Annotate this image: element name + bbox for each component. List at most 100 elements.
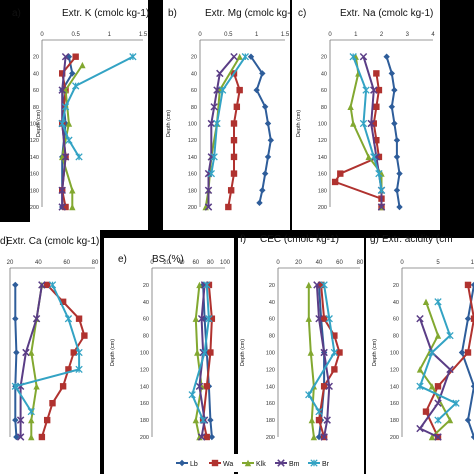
- data-point-stroke: [16, 433, 25, 441]
- data-point: [391, 86, 398, 94]
- y-tick-label: 180: [30, 188, 39, 194]
- data-point: [65, 120, 73, 127]
- x-tick-label: 0: [328, 32, 332, 38]
- data-point: [75, 315, 83, 322]
- chart-panel-5: BS (%) e) 0 20 40 60 80 100 20 40 60 80 100 120 140 160…: [104, 238, 234, 474]
- data-point: [72, 53, 79, 60]
- x-tick-label: 1: [108, 32, 112, 38]
- data-point: [367, 119, 375, 128]
- data-point: [33, 383, 40, 390]
- data-point: [204, 203, 213, 211]
- legend: Lb Wa Klk Bm Br: [170, 454, 340, 472]
- legend-label-bm: Bm: [289, 461, 300, 468]
- data-point: [323, 416, 331, 424]
- data-point: [393, 187, 401, 194]
- panel-background: [292, 0, 440, 230]
- data-point: [16, 433, 25, 441]
- panel-label: c): [298, 8, 306, 19]
- data-point: [28, 433, 35, 441]
- data-point: [200, 348, 209, 357]
- data-point-stroke: [416, 424, 424, 433]
- x-tick-label: 40: [178, 260, 185, 266]
- y-tick-label: 40: [321, 71, 327, 77]
- data-point-stroke: [277, 459, 285, 467]
- data-point: [236, 86, 243, 94]
- y-axis-label: Depth (cm): [110, 339, 116, 366]
- y-tick-label: 200: [140, 435, 149, 441]
- data-point: [464, 349, 472, 356]
- data-point: [388, 103, 395, 110]
- data-point-stroke: [61, 153, 70, 161]
- x-tick-label: 80: [357, 260, 364, 266]
- data-point: [393, 153, 401, 161]
- data-point: [230, 137, 238, 144]
- y-axis-label: Depth (cm): [296, 110, 302, 137]
- data-point: [373, 137, 380, 144]
- data-point: [434, 298, 442, 306]
- y-tick-label: 140: [266, 384, 275, 390]
- data-point: [261, 170, 269, 177]
- y-tick-label: 180: [188, 188, 197, 194]
- data-point: [241, 53, 249, 61]
- data-point: [315, 314, 323, 323]
- data-point: [370, 153, 378, 161]
- data-point-stroke: [216, 69, 224, 78]
- y-axis-label: Depth (cm): [166, 110, 172, 137]
- data-point: [428, 433, 436, 441]
- y-tick-label: 60: [191, 88, 197, 94]
- panel-title: Extr. Ca (cmolc kg-1): [6, 236, 99, 247]
- data-point: [359, 119, 368, 128]
- data-point-stroke: [207, 119, 216, 128]
- data-point: [325, 382, 333, 391]
- y-tick-label: 100: [266, 351, 275, 357]
- y-tick-label: 80: [269, 334, 275, 340]
- data-point: [32, 314, 41, 323]
- series-line-bm: [315, 284, 331, 438]
- y-tick-label: 160: [140, 401, 149, 407]
- y-tick-label: 200: [30, 205, 39, 211]
- data-point: [230, 120, 238, 127]
- data-point: [446, 365, 454, 374]
- data-point: [12, 315, 19, 322]
- data-point: [205, 281, 213, 289]
- data-point-stroke: [204, 186, 213, 195]
- data-point: [267, 137, 275, 144]
- y-tick-label: 140: [188, 155, 197, 161]
- data-point: [230, 170, 238, 177]
- data-point: [12, 281, 19, 289]
- data-point: [204, 169, 213, 178]
- data-point: [38, 281, 46, 289]
- y-tick-label: 60: [269, 317, 275, 323]
- chart-panel-3: Extr. Na (cmolc kg-1) c) 0 1 2 3 4 20 40 60 80 100 1…: [292, 0, 440, 230]
- data-point: [70, 349, 77, 356]
- x-tick-label: 0: [400, 260, 404, 266]
- data-point: [422, 298, 430, 305]
- data-point: [197, 314, 206, 323]
- data-point: [13, 349, 20, 356]
- data-point: [59, 70, 66, 77]
- data-point: [464, 416, 472, 424]
- data-point: [470, 383, 474, 390]
- series-line-bm: [19, 284, 43, 437]
- data-point: [192, 315, 199, 322]
- y-tick-label: 100: [140, 351, 149, 357]
- data-point-stroke: [370, 86, 378, 94]
- series-line-bm: [418, 318, 452, 438]
- data-point-stroke: [367, 119, 375, 128]
- data-point: [208, 433, 216, 441]
- data-point: [75, 365, 83, 374]
- data-point: [446, 416, 454, 424]
- data-point: [65, 53, 73, 60]
- panel-title: Extr. Mg (cmolc kg-1): [205, 8, 299, 19]
- panel-title: Extr. K (cmolc kg-1): [62, 8, 149, 19]
- series-line-br: [61, 55, 134, 158]
- data-point: [58, 203, 66, 211]
- data-point: [256, 199, 263, 207]
- data-point: [79, 61, 86, 69]
- panel-label: g): [370, 234, 379, 245]
- y-tick-label: 120: [390, 367, 399, 373]
- data-point: [310, 433, 318, 441]
- panel-background: [104, 238, 234, 474]
- data-point-stroke: [213, 86, 221, 94]
- data-point: [370, 86, 378, 94]
